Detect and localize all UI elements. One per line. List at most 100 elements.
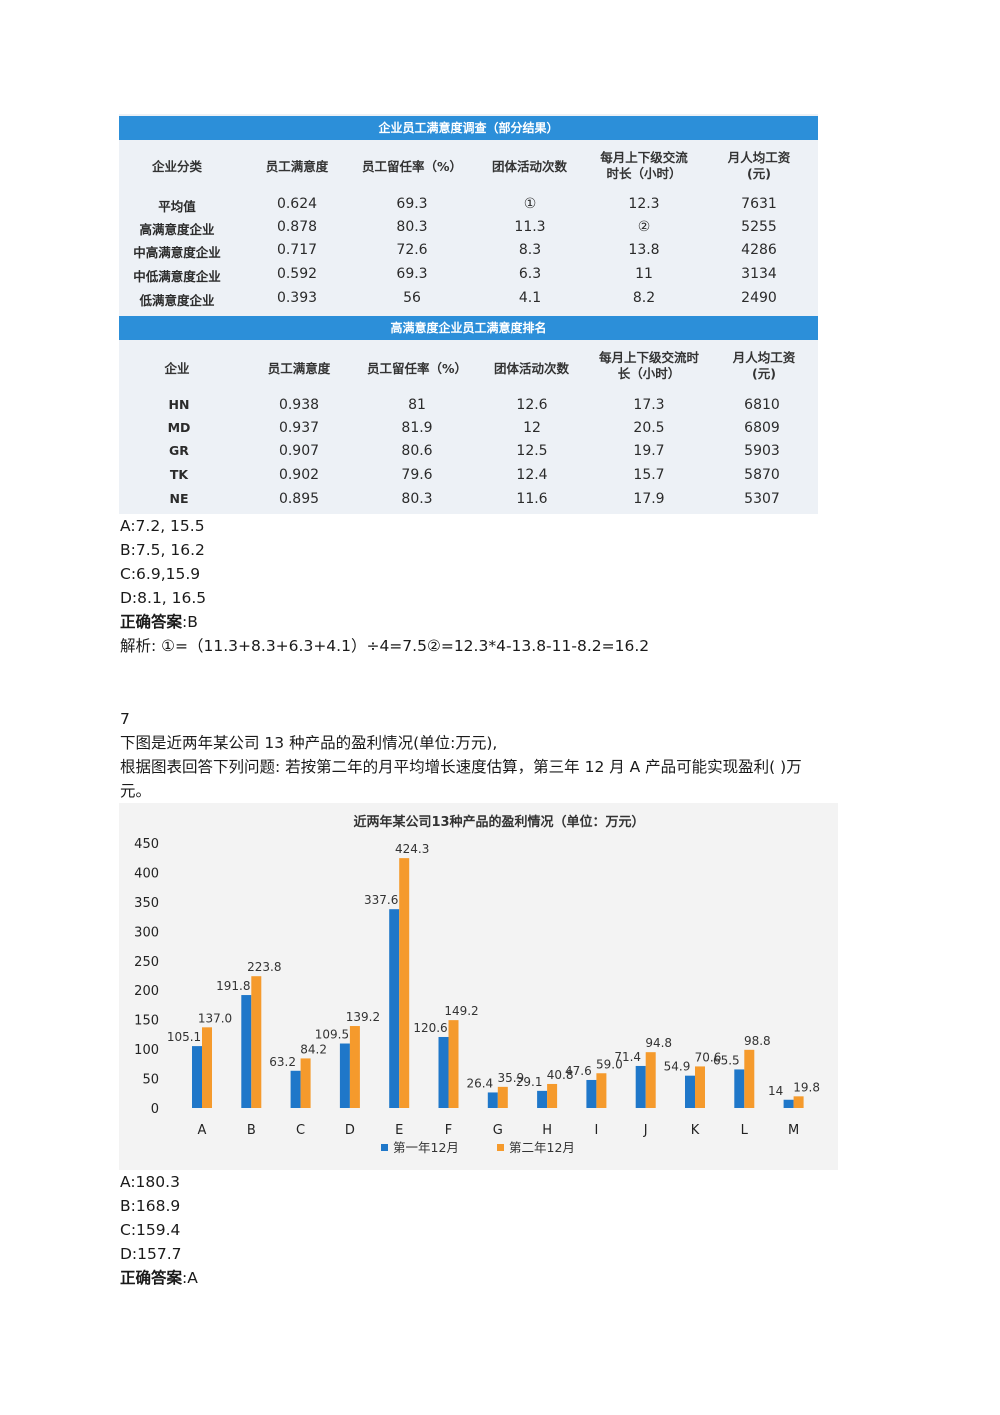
legend-swatch bbox=[381, 1144, 388, 1151]
table-cell: 0.938 bbox=[278, 397, 320, 413]
table-cell: 0.878 bbox=[276, 219, 318, 235]
bar-G-year2 bbox=[497, 1086, 508, 1108]
bar-I-year1 bbox=[586, 1079, 597, 1108]
table-cell: 20.5 bbox=[633, 420, 665, 436]
y-tick-label: 400 bbox=[134, 866, 159, 881]
table-cell: ② bbox=[637, 219, 651, 235]
answer-label: 正确答案 bbox=[120, 1269, 183, 1287]
answer-label: 正确答案 bbox=[120, 613, 183, 631]
table-cell: 0.902 bbox=[278, 467, 320, 483]
legend-label: 第二年12月 bbox=[509, 1140, 575, 1155]
bar-value-label: 94.8 bbox=[645, 1036, 672, 1050]
legend-label: 第一年12月 bbox=[393, 1140, 459, 1155]
table-cell: 17.9 bbox=[633, 491, 665, 507]
bar-value-label: 424.3 bbox=[395, 842, 429, 856]
table2-title: 高满意度企业员工满意度排名 bbox=[119, 316, 818, 340]
table-cell: 11.3 bbox=[514, 219, 546, 235]
x-tick-label: K bbox=[691, 1123, 700, 1138]
q6-option-d: D:8.1, 16.5 bbox=[120, 589, 207, 607]
table-cell: 12.4 bbox=[516, 467, 548, 483]
table-cell: 11.6 bbox=[516, 491, 548, 507]
x-tick-label: G bbox=[493, 1123, 503, 1138]
row-label: GR bbox=[169, 443, 189, 458]
row-label: 中高满意度企业 bbox=[133, 245, 221, 260]
chart-svg: 近两年某公司13种产品的盈利情况（单位：万元） 0 50 100 150 200 250 3… bbox=[134, 814, 820, 1155]
x-tick-label: H bbox=[542, 1123, 552, 1138]
bar-L-year2 bbox=[744, 1049, 755, 1108]
y-tick-label: 100 bbox=[134, 1043, 159, 1058]
bar-A-year2 bbox=[202, 1027, 212, 1108]
table-cell: 8.2 bbox=[632, 290, 656, 306]
table2-header: 员工满意度 bbox=[267, 361, 331, 376]
q7-option-c: C:159.4 bbox=[120, 1221, 181, 1239]
table-cell: 11 bbox=[635, 266, 653, 282]
x-axis: A B C D E F G H I J K L M bbox=[198, 1123, 800, 1138]
bar-value-label: 14 bbox=[768, 1084, 783, 1098]
q7-stem-line: 下图是近两年某公司 13 种产品的盈利情况(单位:万元), bbox=[120, 734, 498, 752]
bar-H-year1 bbox=[537, 1090, 548, 1108]
table-cell: 0.895 bbox=[278, 491, 320, 507]
table-cell: 2490 bbox=[741, 290, 777, 306]
bar-value-label: 35.9 bbox=[497, 1071, 524, 1085]
table-cell: 17.3 bbox=[633, 397, 665, 413]
chart-title: 近两年某公司13种产品的盈利情况（单位：万元） bbox=[353, 814, 644, 830]
table-cell: 4.1 bbox=[518, 290, 542, 306]
bar-E-year2 bbox=[399, 858, 410, 1108]
table-cell: 80.6 bbox=[401, 443, 433, 459]
row-label: HN bbox=[168, 397, 190, 412]
y-tick-label: 150 bbox=[134, 1014, 159, 1029]
q7-option-b: B:168.9 bbox=[120, 1197, 181, 1215]
x-tick-label: F bbox=[445, 1123, 452, 1138]
table-cell: 15.7 bbox=[633, 467, 665, 483]
bar-J-year1 bbox=[635, 1065, 646, 1108]
bar-value-label: 139.2 bbox=[346, 1010, 380, 1024]
bar-D-year1 bbox=[339, 1043, 350, 1108]
bars bbox=[192, 858, 804, 1108]
q7-stem-line: 根据图表回答下列问题: 若按第二年的月平均增长速度估算，第三年 12 月 A 产… bbox=[120, 758, 802, 776]
bar-value-label: 191.8 bbox=[216, 979, 250, 993]
table-cell: 7631 bbox=[741, 196, 777, 212]
q7-option-a: A:180.3 bbox=[120, 1173, 180, 1191]
y-tick-label: 350 bbox=[134, 896, 159, 911]
bar-value-label: 59.0 bbox=[596, 1057, 623, 1071]
bar-C-year1 bbox=[290, 1070, 301, 1108]
table-cell: 69.3 bbox=[396, 266, 428, 282]
table-cell: 81 bbox=[408, 397, 426, 413]
table-cell: 80.3 bbox=[401, 491, 433, 507]
table-cell: 0.624 bbox=[276, 196, 318, 212]
bar-value-label: 40.8 bbox=[547, 1068, 574, 1082]
table2-header: 员工留任率（%） bbox=[366, 361, 468, 376]
table-cell: 5870 bbox=[744, 467, 780, 483]
x-tick-label: B bbox=[247, 1123, 256, 1138]
table-cell: 56 bbox=[403, 290, 421, 306]
bar-M-year1 bbox=[783, 1099, 794, 1108]
q7-option-d: D:157.7 bbox=[120, 1245, 182, 1263]
row-label: 平均值 bbox=[158, 199, 196, 214]
bar-value-label: 109.5 bbox=[315, 1028, 349, 1042]
bar-C-year2 bbox=[300, 1058, 311, 1108]
table-cell: 0.937 bbox=[278, 420, 320, 436]
table-cell: 19.7 bbox=[633, 443, 665, 459]
x-tick-label: M bbox=[788, 1123, 799, 1138]
q7-answer: 正确答案:A bbox=[120, 1266, 198, 1290]
table-cell: 6810 bbox=[744, 397, 780, 413]
x-tick-label: I bbox=[594, 1123, 598, 1138]
bar-F-year1 bbox=[438, 1036, 449, 1108]
table-cell: 12.6 bbox=[516, 397, 548, 413]
bar-value-label: 19.8 bbox=[793, 1080, 820, 1094]
bar-value-label: 84.2 bbox=[300, 1042, 327, 1056]
bar-J-year2 bbox=[645, 1052, 656, 1108]
bar-value-label: 223.8 bbox=[247, 960, 281, 974]
bar-E-year1 bbox=[389, 909, 400, 1108]
bar-value-label: 70.6 bbox=[695, 1050, 722, 1064]
bar-value-label: 149.2 bbox=[444, 1004, 478, 1018]
q6-option-a: A:7.2, 15.5 bbox=[120, 517, 205, 535]
bar-F-year2 bbox=[448, 1020, 459, 1108]
bar-D-year2 bbox=[349, 1026, 360, 1108]
table-cell: 80.3 bbox=[396, 219, 428, 235]
table1-header: 员工满意度 bbox=[265, 159, 329, 174]
table-cell: 5903 bbox=[744, 443, 780, 459]
answer-value: :B bbox=[182, 613, 198, 631]
y-tick-label: 50 bbox=[142, 1073, 159, 1088]
y-axis: 0 50 100 150 200 250 300 350 400 450 bbox=[134, 837, 159, 1117]
